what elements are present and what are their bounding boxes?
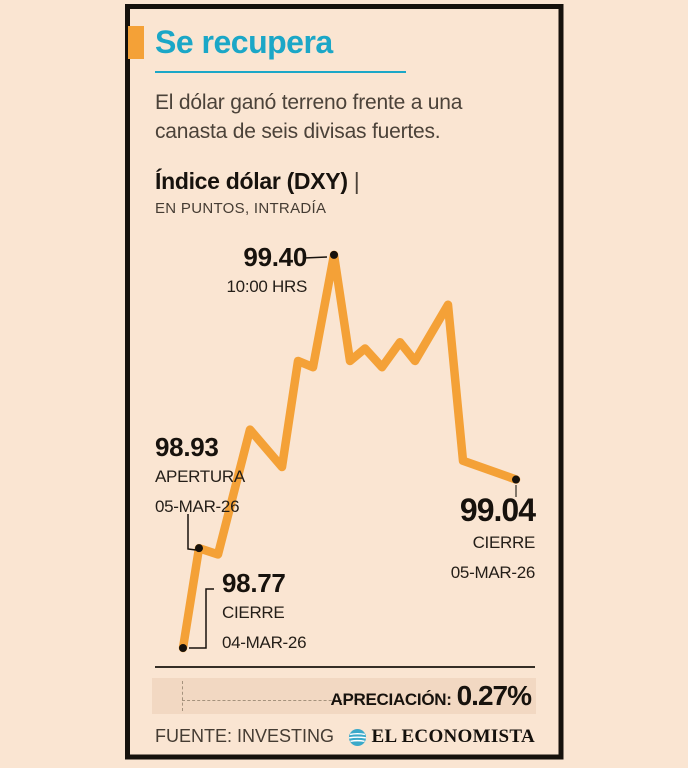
peak-value: 99.40 [243,242,307,272]
close-value: 99.04 [459,492,536,528]
marker-dot [330,250,338,259]
annotation-prev-close: 98.77 CIERRE 04-MAR-26 [222,568,352,658]
intro-line-1: El dólar ganó terreno frente a una [155,91,463,114]
title-underline [155,71,406,73]
dashed-baseline [182,700,362,701]
title-accent-block [128,26,144,59]
marker-dot [195,544,203,553]
annotation-close: 99.04 CIERRE 05-MAR-26 [385,492,536,588]
open-value: 98.93 [155,432,219,462]
prev-close-date: 04-MAR-26 [222,633,307,652]
price-line [178,250,521,653]
appreciation-value: 0.27% [456,680,532,711]
marker-dot [179,644,187,652]
annotation-open: 98.93 APERTURA 05-MAR-26 [155,432,275,522]
peak-time-label: 10:00 HRS [226,277,308,296]
prev-close-value: 98.77 [222,568,286,598]
intro-line-2: canasta de seis divisas fuertes. [155,120,441,143]
chart-units-label: EN PUNTOS, INTRADÍA [155,200,327,217]
marker-dot [512,475,520,484]
page-title: Se recupera [155,24,333,60]
chart-heading-text: Índice dólar (DXY) [155,168,348,194]
open-date: 05-MAR-26 [155,497,240,516]
annotation-peak: 99.40 10:00 HRS [187,242,308,302]
open-label: APERTURA [155,467,245,486]
intro-text: El dólar ganó terreno frente a una canast… [155,88,555,146]
appreciation-bar: APRECIACIÓN: 0.27% [152,678,536,714]
close-date: 05-MAR-26 [450,563,536,582]
card-frame [125,4,564,760]
source-credit: FUENTE: INVESTING [155,726,335,746]
footer-divider [155,666,535,668]
peak-connector-line [303,256,328,259]
prev-close-label: CIERRE [222,603,285,622]
publisher-brand: EL ECONOMISTA [348,726,536,748]
close-label: CIERRE [472,533,536,552]
heading-separator: | [353,168,360,194]
open-connector-line [187,514,197,551]
chart-heading: Índice dólar (DXY) | [155,168,360,195]
globe-icon [348,728,366,746]
point-markers [179,250,520,652]
prev-close-connector-line [189,588,214,649]
appreciation-text: APRECIACIÓN: 0.27% [161,678,532,719]
appreciation-label: APRECIACIÓN: [330,690,452,709]
publisher-name: EL ECONOMISTA [371,726,535,747]
dashed-axis-tick [182,681,183,711]
